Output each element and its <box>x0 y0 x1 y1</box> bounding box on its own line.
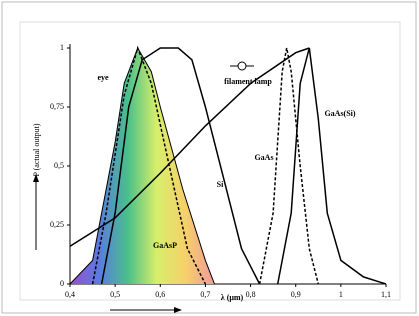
x-tick-label: 0,8 <box>246 290 256 299</box>
x-tick-label: 0,9 <box>291 290 301 299</box>
frame <box>2 2 416 313</box>
series-label: GaAsP <box>153 241 177 250</box>
chart: P (actual output) λ (μm) 0,4 0,5 0,6 0,7 0,8… <box>0 0 419 316</box>
y-tick-label: 0,25 <box>50 220 64 229</box>
x-axis-label: λ (μm) <box>221 293 244 302</box>
y-tick-label: 0,75 <box>50 102 64 111</box>
x-tick-label: 0,4 <box>65 290 75 299</box>
series-label: eye <box>97 73 109 82</box>
y-axis-label: P (actual output) <box>32 123 41 176</box>
x-tick-label: 0,6 <box>155 290 165 299</box>
y-tick-label: 0,5 <box>54 161 64 170</box>
y-tick-label: 0 <box>60 279 64 288</box>
x-tick-label: 1,1 <box>381 290 391 299</box>
x-tick-label: 0,7 <box>200 290 210 299</box>
y-tick-label: 1 <box>60 43 64 52</box>
series-label: GaAs(Si) <box>324 109 355 118</box>
series-label: filament lamp <box>224 77 272 86</box>
x-tick-label: 1 <box>339 290 343 299</box>
series-label: Si <box>217 180 224 189</box>
x-tick-label: 0,5 <box>110 290 120 299</box>
series-label: GaAs <box>254 153 273 162</box>
